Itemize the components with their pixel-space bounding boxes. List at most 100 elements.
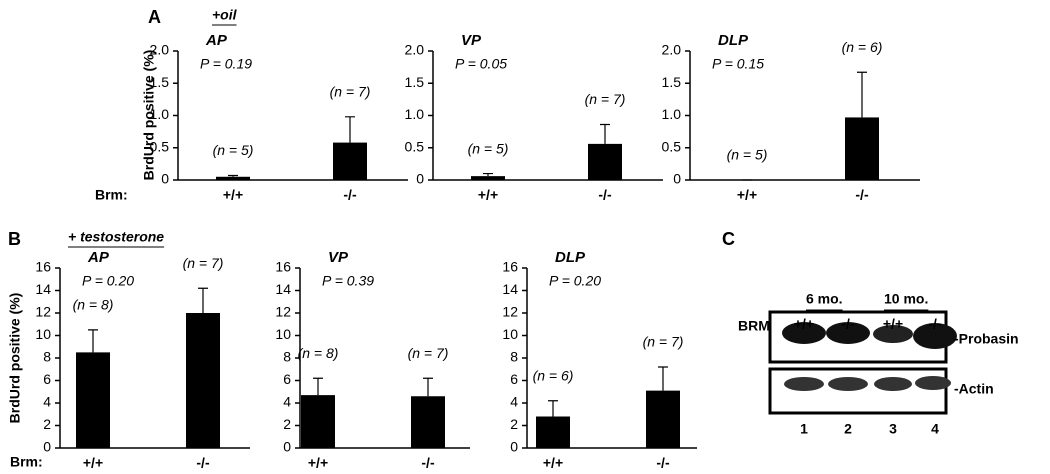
chart-title: VP	[461, 32, 482, 49]
band	[826, 322, 870, 344]
bar	[471, 176, 505, 180]
bar	[301, 395, 335, 448]
y-tick-label: 8	[43, 349, 51, 365]
x-tick-label: -/-	[656, 455, 670, 471]
error-bar	[88, 329, 98, 353]
error-bar	[483, 172, 493, 177]
y-axis-label: BrdUrd positive (%)	[141, 50, 157, 181]
y-tick-label: 0.5	[405, 138, 425, 154]
band	[915, 376, 951, 390]
band	[913, 323, 957, 349]
y-tick-label: 12	[35, 304, 51, 320]
row-label: BRM	[738, 318, 770, 334]
n-label: (n = 8)	[298, 345, 339, 361]
error-bar	[658, 366, 668, 391]
y-tick-label: 14	[275, 281, 291, 297]
n-label: (n = 7)	[585, 91, 626, 107]
y-tick-label: 2.0	[662, 42, 682, 58]
p-value: P = 0.15	[712, 56, 764, 72]
y-tick-label: 1.0	[150, 106, 170, 122]
y-tick-label: 2	[510, 416, 518, 432]
x-tick-label: +/+	[478, 187, 498, 203]
y-tick-label: 4	[510, 394, 518, 410]
p-value: P = 0.19	[200, 56, 252, 72]
error-bar	[313, 377, 323, 396]
bar	[186, 313, 220, 448]
error-bar	[548, 400, 558, 417]
p-value: P = 0.05	[455, 56, 507, 72]
x-tick-label: +/+	[543, 455, 563, 471]
y-tick-label: 0	[510, 439, 518, 455]
lane-number: 4	[931, 421, 939, 437]
y-tick-label: 14	[35, 281, 51, 297]
condition-label: + testosterone	[68, 229, 164, 245]
x-tick-label: -/-	[196, 455, 210, 471]
y-tick-label: 6	[43, 371, 51, 387]
band-label: -Actin	[954, 381, 994, 397]
bar	[76, 352, 110, 448]
chart-title: AP	[87, 249, 110, 266]
group-label: Brm:	[10, 454, 43, 470]
n-label: (n = 7)	[643, 334, 684, 350]
y-axis-label: BrdUrd positive (%)	[7, 293, 23, 424]
error-bar	[228, 174, 238, 177]
age-label: 6 mo.	[806, 291, 843, 307]
lane-number: 3	[889, 421, 897, 437]
bar	[216, 176, 250, 180]
n-label: (n = 6)	[533, 367, 574, 383]
blot-box	[768, 367, 948, 415]
genotype-label: +/+	[794, 316, 814, 332]
band	[873, 325, 913, 343]
band-label: -Probasin	[954, 331, 1019, 347]
y-tick-label: 0.5	[662, 138, 682, 154]
genotype-label: -/-	[841, 316, 855, 332]
y-tick-label: 0.5	[150, 138, 170, 154]
error-bar	[345, 116, 355, 143]
panel-label: B	[8, 229, 21, 249]
y-tick-label: 6	[510, 371, 518, 387]
error-bar	[600, 123, 610, 144]
y-tick-label: 6	[283, 371, 291, 387]
y-tick-label: 0	[416, 171, 424, 187]
western-blot	[768, 310, 957, 415]
x-tick-label: -/-	[343, 187, 357, 203]
p-value: P = 0.20	[82, 273, 134, 289]
error-bar	[857, 71, 867, 118]
y-tick-label: 1.5	[662, 74, 682, 90]
x-tick-label: +/+	[223, 187, 243, 203]
bar	[411, 396, 445, 448]
y-tick-label: 1.5	[405, 74, 425, 90]
y-tick-label: 2	[43, 416, 51, 432]
y-tick-label: 1.5	[150, 74, 170, 90]
y-tick-label: 12	[502, 304, 518, 320]
p-value: P = 0.20	[549, 273, 601, 289]
x-tick-label: +/+	[308, 455, 328, 471]
error-bar	[198, 287, 208, 313]
error-bar	[423, 377, 433, 397]
p-value: P = 0.39	[322, 273, 374, 289]
panel-label: C	[722, 229, 735, 249]
x-tick-label: +/+	[83, 455, 103, 471]
y-tick-label: 0	[283, 439, 291, 455]
genotype-label: -/-	[928, 316, 942, 332]
y-tick-label: 10	[502, 326, 518, 342]
y-tick-label: 16	[502, 259, 518, 275]
band	[874, 377, 912, 391]
lane-number: 2	[844, 421, 852, 437]
y-tick-label: 10	[275, 326, 291, 342]
n-label: (n = 8)	[73, 297, 114, 313]
x-tick-label: -/-	[421, 455, 435, 471]
y-tick-label: 4	[283, 394, 291, 410]
y-tick-label: 0	[673, 171, 681, 187]
y-tick-label: 14	[502, 281, 518, 297]
n-label: (n = 7)	[330, 83, 371, 99]
band	[782, 322, 826, 344]
bar	[536, 416, 570, 448]
genotype-label: +/+	[883, 316, 903, 332]
condition-label: +oil	[212, 7, 238, 23]
y-tick-label: 4	[43, 394, 51, 410]
x-tick-label: +/+	[737, 187, 757, 203]
y-tick-label: 8	[510, 349, 518, 365]
y-tick-label: 12	[275, 304, 291, 320]
n-label: (n = 5)	[468, 140, 509, 156]
